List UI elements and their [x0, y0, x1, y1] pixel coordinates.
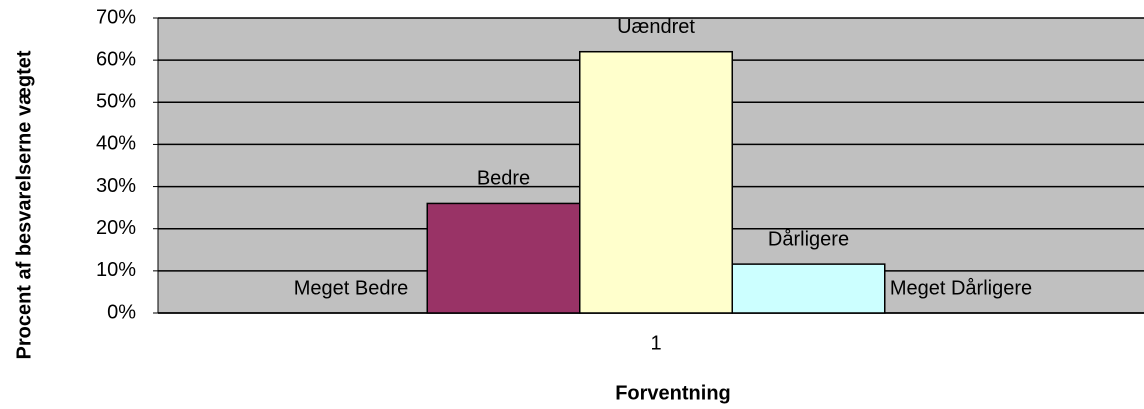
data-label: Meget Dårligere — [890, 277, 1032, 299]
y-tick-label: 20% — [96, 217, 136, 239]
bar — [579, 50, 733, 314]
data-label: Meget Bedre — [294, 277, 409, 299]
y-axis-title: Procent af besvarelserne vægtet — [13, 50, 35, 359]
y-tick-label: 30% — [96, 175, 136, 197]
data-label: Dårligere — [768, 228, 849, 250]
data-label: Uændret — [617, 16, 695, 38]
y-tick-label: 0% — [107, 301, 136, 323]
x-tick-label: 1 — [650, 332, 661, 354]
data-label: Bedre — [477, 168, 530, 190]
y-tick-label: 50% — [96, 91, 136, 113]
bar — [426, 202, 581, 314]
y-tick-label: 70% — [96, 6, 136, 28]
y-tick-label: 40% — [96, 133, 136, 155]
y-tick-label: 60% — [96, 48, 136, 70]
bar — [731, 263, 886, 314]
x-axis-title: Forventning — [615, 382, 731, 404]
y-tick-label: 10% — [96, 259, 136, 281]
